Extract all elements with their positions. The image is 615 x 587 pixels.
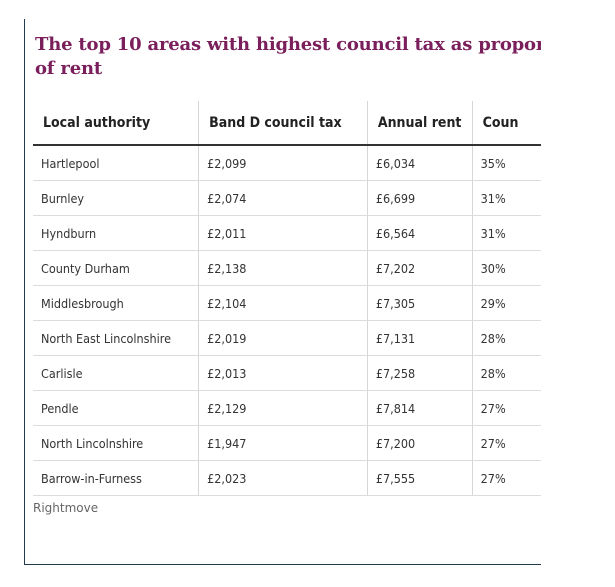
cell-band-d-council-tax: £2,013 <box>198 355 368 391</box>
table-row: Pendle £2,129 £7,814 27% <box>33 390 541 426</box>
cell-annual-rent: £7,814 <box>367 390 473 426</box>
cell-annual-rent: £6,034 <box>367 145 473 181</box>
source-note: Rightmove <box>33 501 99 515</box>
cell-annual-rent: £7,202 <box>367 250 473 286</box>
cell-band-d-council-tax: £2,019 <box>198 320 368 356</box>
table-row: Hyndburn £2,011 £6,564 31% <box>33 215 541 251</box>
cell-band-d-council-tax: £2,023 <box>198 460 368 496</box>
cell-band-d-council-tax: £2,074 <box>198 180 368 216</box>
cell-council-tax-proportion: 28% <box>472 355 541 391</box>
column-header-annual-rent: Annual rent <box>367 101 473 146</box>
cell-local-authority: County Durham <box>33 250 200 286</box>
cell-annual-rent: £7,305 <box>367 285 473 321</box>
table-row: County Durham £2,138 £7,202 30% <box>33 250 541 286</box>
cell-local-authority: Burnley <box>33 180 200 216</box>
chart-frame: The top 10 areas with highest council ta… <box>24 19 541 565</box>
cell-annual-rent: £7,555 <box>367 460 473 496</box>
table-body: Hartlepool £2,099 £6,034 35% Burnley £2,074 £6… <box>33 145 541 496</box>
cell-annual-rent: £6,564 <box>367 215 473 251</box>
cell-band-d-council-tax: £1,947 <box>198 425 368 461</box>
cell-band-d-council-tax: £2,099 <box>198 145 368 181</box>
table-row: Burnley £2,074 £6,699 31% <box>33 180 541 216</box>
cell-council-tax-proportion: 27% <box>472 390 541 426</box>
cell-council-tax-proportion: 35% <box>472 145 541 181</box>
cell-local-authority: North East Lincolnshire <box>33 320 200 356</box>
cell-band-d-council-tax: £2,011 <box>198 215 368 251</box>
table-title: The top 10 areas with highest council ta… <box>35 34 541 79</box>
cell-council-tax-proportion: 27% <box>472 460 541 496</box>
cell-local-authority: Middlesbrough <box>33 285 200 321</box>
cell-local-authority: North Lincolnshire <box>33 425 200 461</box>
column-header-band-d-council-tax: Band D council tax <box>198 101 368 146</box>
table-row: North East Lincolnshire £2,019 £7,131 28% <box>33 320 541 356</box>
cell-council-tax-proportion: 28% <box>472 320 541 356</box>
table-row: Carlisle £2,013 £7,258 28% <box>33 355 541 391</box>
cell-council-tax-proportion: 30% <box>472 250 541 286</box>
column-header-local-authority: Local authority <box>33 101 200 146</box>
table-row: Middlesbrough £2,104 £7,305 29% <box>33 285 541 321</box>
cell-band-d-council-tax: £2,129 <box>198 390 368 426</box>
cell-local-authority: Hyndburn <box>33 215 200 251</box>
cell-band-d-council-tax: £2,138 <box>198 250 368 286</box>
table-row: Hartlepool £2,099 £6,034 35% <box>33 145 541 181</box>
cell-council-tax-proportion: 29% <box>472 285 541 321</box>
cell-local-authority: Hartlepool <box>33 145 200 181</box>
cell-annual-rent: £7,131 <box>367 320 473 356</box>
cell-local-authority: Barrow-in-Furness <box>33 460 200 496</box>
cell-annual-rent: £6,699 <box>367 180 473 216</box>
cell-annual-rent: £7,200 <box>367 425 473 461</box>
cell-local-authority: Carlisle <box>33 355 200 391</box>
cell-local-authority: Pendle <box>33 390 200 426</box>
cell-council-tax-proportion: 27% <box>472 425 541 461</box>
table-row: Barrow-in-Furness £2,023 £7,555 27% <box>33 460 541 496</box>
column-header-council-tax-proportion: Coun <box>472 101 541 146</box>
cell-council-tax-proportion: 31% <box>472 215 541 251</box>
table-row: North Lincolnshire £1,947 £7,200 27% <box>33 425 541 461</box>
cell-council-tax-proportion: 31% <box>472 180 541 216</box>
cell-band-d-council-tax: £2,104 <box>198 285 368 321</box>
cell-annual-rent: £7,258 <box>367 355 473 391</box>
table-header-row: Local authority Band D council tax Annua… <box>33 101 541 146</box>
data-table: Local authority Band D council tax Annua… <box>33 101 541 496</box>
